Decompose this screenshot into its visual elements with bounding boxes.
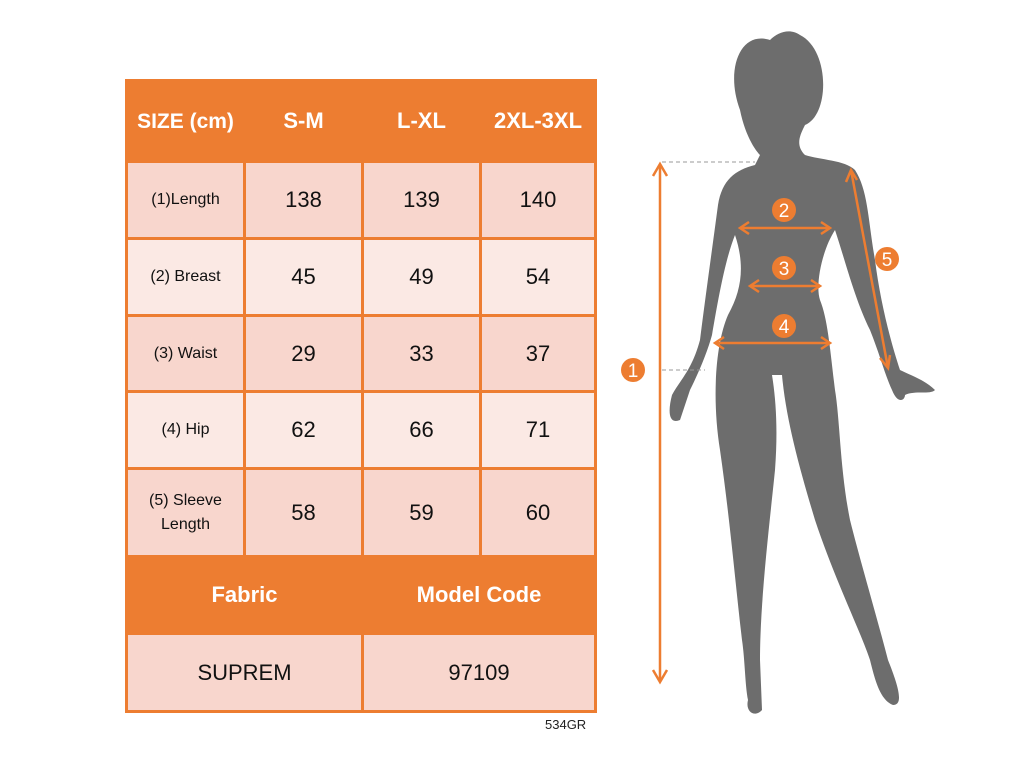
measurement-markers: 1 2 3 4 5: [621, 198, 899, 382]
row-label: (5) Sleeve Length: [125, 467, 246, 558]
cell: 59: [361, 467, 482, 558]
table-row: (3) Waist 29 33 37: [125, 314, 597, 393]
svg-text:3: 3: [779, 259, 790, 280]
fabric-value: SUPREM: [125, 632, 364, 713]
table-row: (2) Breast 45 49 54: [125, 237, 597, 317]
marker-1: 1: [621, 358, 645, 382]
cell: 66: [361, 390, 482, 470]
size-header: SIZE (cm): [125, 79, 246, 163]
header-row: SIZE (cm) S-M L-XL 2XL-3XL: [125, 79, 597, 163]
marker-2: 2: [772, 198, 796, 222]
svg-text:1: 1: [628, 361, 639, 382]
model-code-value: 97109: [361, 632, 597, 713]
svg-text:4: 4: [779, 317, 790, 338]
cell: 29: [243, 314, 364, 393]
footer-header-row: Fabric Model Code: [125, 555, 597, 635]
cell: 62: [243, 390, 364, 470]
cell: 37: [479, 314, 597, 393]
measurement-lines: [651, 161, 892, 685]
cell: 33: [361, 314, 482, 393]
size-lxl-header: L-XL: [361, 79, 482, 163]
product-code: 534GR: [545, 717, 587, 732]
cell: 138: [243, 160, 364, 240]
cell: 140: [479, 160, 597, 240]
marker-5: 5: [875, 247, 899, 271]
footer-value-row: SUPREM 97109: [125, 632, 597, 713]
fabric-header: Fabric: [125, 555, 364, 635]
model-code-header: Model Code: [361, 555, 597, 635]
svg-text:5: 5: [882, 250, 893, 271]
size-chart-table: SIZE (cm) S-M L-XL 2XL-3XL (1)Length 138…: [125, 79, 597, 713]
sleeve-arrow: [849, 169, 890, 369]
row-label: (4) Hip: [125, 390, 246, 470]
marker-3: 3: [772, 256, 796, 280]
guide-lines: [662, 161, 755, 371]
cell: 71: [479, 390, 597, 470]
size-sm-header: S-M: [243, 79, 364, 163]
table-row: (5) Sleeve Length 58 59 60: [125, 467, 597, 558]
cell: 45: [243, 237, 364, 317]
cell: 139: [361, 160, 482, 240]
row-label: (1)Length: [125, 160, 246, 240]
table-row: (1)Length 138 139 140: [125, 160, 597, 240]
table-row: (4) Hip 62 66 71: [125, 390, 597, 470]
cell: 54: [479, 237, 597, 317]
cell: 60: [479, 467, 597, 558]
svg-text:2: 2: [779, 201, 790, 222]
body-measurement-figure: 1 2 3 4 5: [621, 31, 935, 714]
cell: 49: [361, 237, 482, 317]
cell: 58: [243, 467, 364, 558]
row-label: (3) Waist: [125, 314, 246, 393]
woman-silhouette: [669, 31, 935, 714]
row-label: (2) Breast: [125, 237, 246, 317]
size-2xl3xl-header: 2XL-3XL: [479, 79, 597, 163]
marker-4: 4: [772, 314, 796, 338]
